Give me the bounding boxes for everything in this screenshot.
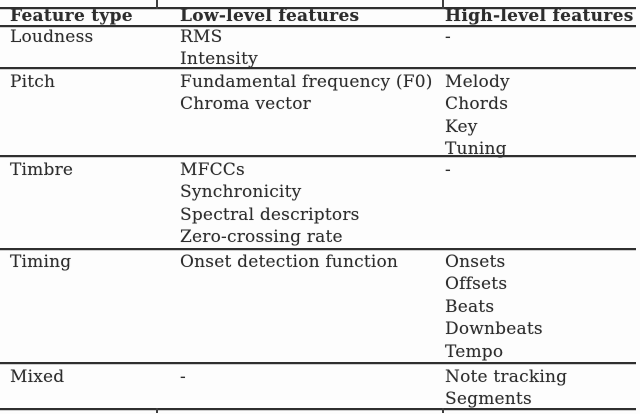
rule-after-pitch — [0, 155, 636, 157]
column-tick-top-col3 — [442, 0, 444, 9]
cell-timing-low: Onset detection function — [180, 252, 399, 272]
column-header-feature-type: Feature type — [10, 6, 133, 26]
rule-bottom — [0, 408, 636, 410]
cell-mixed-high: Note tracking Segments — [445, 367, 568, 410]
rule-after-loudness — [0, 67, 636, 69]
row-mixed-feature: Mixed — [10, 367, 65, 387]
cell-timing-high: Onsets Offsets Beats Downbeats Tempo — [445, 252, 543, 362]
rule-header — [0, 25, 636, 27]
row-pitch-feature: Pitch — [10, 72, 56, 92]
column-header-high-level: High-level features — [445, 6, 634, 26]
column-tick-bottom-col3 — [442, 408, 444, 413]
column-header-low-level: Low-level features — [180, 6, 360, 26]
rule-after-timing — [0, 362, 636, 364]
cell-pitch-low: Fundamental frequency (F0) Chroma vector — [180, 72, 433, 115]
row-loudness-feature: Loudness — [10, 27, 94, 47]
column-tick-bottom-col2 — [156, 408, 158, 413]
cell-timbre-high: - — [445, 160, 451, 180]
cell-pitch-high: Melody Chords Key Tuning — [445, 72, 510, 160]
row-timbre-feature: Timbre — [10, 160, 74, 180]
rule-top — [0, 7, 636, 9]
column-tick-top-col2 — [156, 0, 158, 9]
row-timing-feature: Timing — [10, 252, 72, 272]
cell-timbre-low: MFCCs Synchronicity Spectral descriptors… — [180, 160, 360, 248]
cell-loudness-high: - — [445, 27, 451, 47]
rule-after-timbre — [0, 248, 636, 250]
cell-loudness-low: RMS Intensity — [180, 27, 258, 70]
cell-mixed-low: - — [180, 367, 186, 387]
